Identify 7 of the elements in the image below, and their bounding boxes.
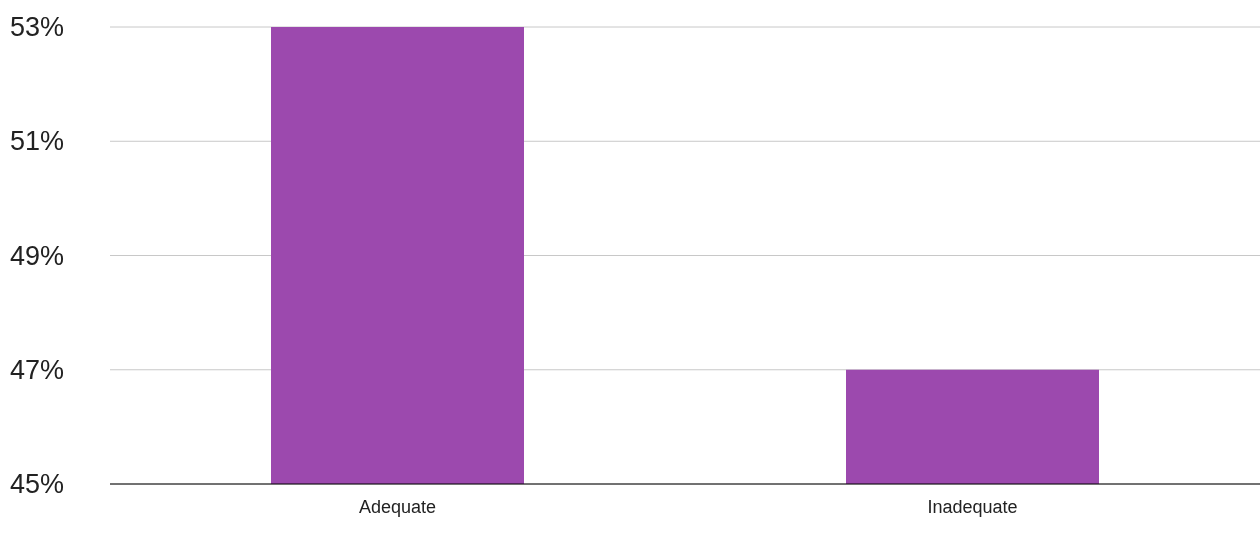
- y-tick-label: 51%: [10, 126, 65, 157]
- y-tick-label: 47%: [10, 354, 65, 385]
- x-tick-label: Adequate: [358, 496, 437, 517]
- y-tick-label: 45%: [10, 469, 65, 499]
- x-tick-label: Inadequate: [927, 496, 1018, 517]
- y-tick-label: 49%: [10, 240, 65, 271]
- y-tick-label: 53%: [10, 12, 65, 42]
